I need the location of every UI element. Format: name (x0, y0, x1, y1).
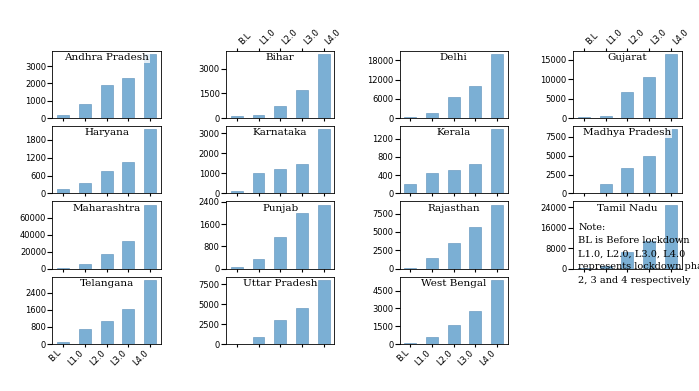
Bar (405, 343, 417, 344)
Text: Haryana: Haryana (84, 128, 129, 137)
Bar (600, 266, 612, 269)
Bar (274, 106, 286, 118)
Bar (426, 258, 438, 269)
Bar (448, 325, 460, 344)
Bar (643, 156, 655, 194)
Text: West Bengal: West Bengal (421, 279, 487, 288)
Bar (252, 259, 264, 269)
Bar (621, 92, 633, 118)
Bar (122, 309, 134, 344)
Bar (621, 252, 633, 269)
Bar (470, 227, 482, 269)
Text: Gujarat: Gujarat (607, 53, 647, 62)
Text: Maharashtra: Maharashtra (73, 203, 140, 212)
Bar (101, 254, 113, 269)
Text: Delhi: Delhi (440, 53, 468, 62)
Bar (101, 85, 113, 118)
Bar (448, 243, 460, 269)
Bar (405, 184, 417, 194)
Bar (317, 280, 329, 344)
Bar (122, 162, 134, 194)
Bar (470, 164, 482, 194)
Bar (57, 342, 69, 344)
Bar (470, 311, 482, 344)
Bar (252, 173, 264, 194)
Bar (578, 117, 590, 118)
Bar (665, 54, 677, 118)
Bar (317, 205, 329, 269)
Bar (144, 280, 156, 344)
Bar (665, 129, 677, 194)
Bar (405, 117, 417, 118)
Bar (643, 77, 655, 118)
Bar (426, 173, 438, 194)
Bar (57, 115, 69, 118)
Bar (578, 268, 590, 269)
Bar (57, 189, 69, 194)
Bar (144, 205, 156, 269)
Bar (252, 337, 264, 344)
Bar (491, 280, 503, 344)
Bar (296, 164, 308, 194)
Bar (470, 86, 482, 118)
Bar (491, 129, 503, 194)
Bar (144, 54, 156, 118)
Bar (426, 337, 438, 344)
Text: Rajasthan: Rajasthan (427, 203, 480, 212)
Bar (643, 240, 655, 269)
Bar (79, 329, 91, 344)
Text: Madhya Pradesh: Madhya Pradesh (583, 128, 672, 137)
Bar (274, 320, 286, 344)
Bar (79, 264, 91, 269)
Bar (274, 237, 286, 269)
Bar (578, 193, 590, 194)
Text: Karnataka: Karnataka (253, 128, 308, 137)
Bar (231, 192, 243, 194)
Bar (448, 170, 460, 194)
Bar (79, 104, 91, 118)
Bar (101, 171, 113, 194)
Text: Note:
BL is Before lockdown
L1.0, L2.0, L3.0, L4.0
represents lockdown phases 1,: Note: BL is Before lockdown L1.0, L2.0, … (579, 223, 699, 285)
Bar (231, 116, 243, 118)
Bar (317, 129, 329, 194)
Bar (296, 90, 308, 118)
Bar (665, 205, 677, 269)
Bar (491, 54, 503, 118)
Bar (491, 205, 503, 269)
Bar (252, 115, 264, 118)
Bar (448, 97, 460, 118)
Bar (122, 240, 134, 269)
Bar (317, 54, 329, 118)
Text: Uttar Pradesh: Uttar Pradesh (243, 279, 317, 288)
Text: Andhra Pradesh: Andhra Pradesh (64, 53, 149, 62)
Bar (621, 168, 633, 194)
Bar (231, 267, 243, 269)
Bar (122, 78, 134, 118)
Text: Punjab: Punjab (262, 203, 298, 212)
Bar (57, 268, 69, 269)
Bar (274, 169, 286, 194)
Bar (600, 116, 612, 118)
Bar (600, 184, 612, 194)
Text: Tamil Nadu: Tamil Nadu (597, 203, 658, 212)
Bar (426, 113, 438, 118)
Text: Bihar: Bihar (266, 53, 294, 62)
Text: Telangana: Telangana (80, 279, 134, 288)
Bar (296, 213, 308, 269)
Bar (79, 183, 91, 194)
Bar (296, 308, 308, 344)
Bar (144, 129, 156, 194)
Text: Kerala: Kerala (437, 128, 471, 137)
Bar (101, 321, 113, 344)
